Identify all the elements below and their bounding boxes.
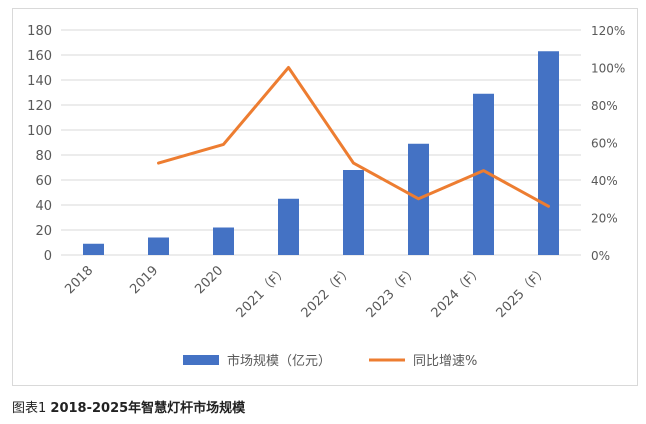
legend-label-line: 同比增速%	[413, 354, 477, 369]
y-left-tick-label: 20	[35, 224, 52, 239]
y-right-tick-label: 120%	[591, 24, 625, 38]
caption-prefix: 图表1	[12, 401, 51, 416]
y-left-tick-label: 180	[27, 24, 52, 39]
x-tick-label: 2018	[62, 263, 96, 297]
bar	[148, 237, 169, 255]
legend-label-bar: 市场规模（亿元）	[227, 353, 331, 369]
y-right-tick-label: 0%	[591, 249, 610, 263]
x-tick-label: 2024（F）	[429, 263, 487, 321]
y-left-tick-label: 100	[27, 124, 52, 139]
y-right-tick-label: 60%	[591, 137, 618, 151]
x-tick-label: 2022（F）	[299, 263, 357, 321]
x-tick-label: 2025（F）	[494, 263, 552, 321]
y-left-tick-label: 160	[27, 49, 52, 64]
x-tick-label: 2023（F）	[364, 263, 422, 321]
y-left-tick-label: 140	[27, 74, 52, 89]
x-tick-label: 2019	[127, 263, 161, 297]
bar	[538, 51, 559, 255]
bar	[278, 198, 299, 255]
chart-frame: 0 20 40 60 80 100 120 140 160 180 0% 20% 40% 60% 80% 10…	[12, 8, 638, 386]
bar	[213, 227, 234, 255]
x-tick-label: 2020	[192, 263, 226, 297]
x-tick-label: 2021（F）	[234, 263, 292, 321]
bar	[83, 243, 104, 255]
figure-caption: 图表1 2018-2025年智慧灯杆市场规模	[12, 397, 245, 416]
chart-plot: 0 20 40 60 80 100 120 140 160 180 0% 20% 40% 60% 80% 10…	[27, 24, 625, 369]
y-left-tick-label: 0	[44, 249, 52, 264]
y-right-tick-label: 40%	[591, 174, 618, 188]
growth-line	[157, 66, 550, 208]
caption-title: 2018-2025年智慧灯杆市场规模	[50, 401, 246, 416]
y-left-tick-label: 80	[35, 149, 52, 164]
y-left-tick-label: 40	[35, 199, 52, 214]
bar	[473, 93, 494, 255]
bar	[343, 170, 364, 255]
legend-swatch-bar	[183, 355, 219, 365]
y-left-tick-label: 120	[27, 99, 52, 114]
y-right-tick-label: 20%	[591, 212, 618, 226]
y-right-tick-label: 100%	[591, 62, 625, 76]
y-right-tick-label: 80%	[591, 99, 618, 113]
y-left-tick-label: 60	[35, 174, 52, 189]
